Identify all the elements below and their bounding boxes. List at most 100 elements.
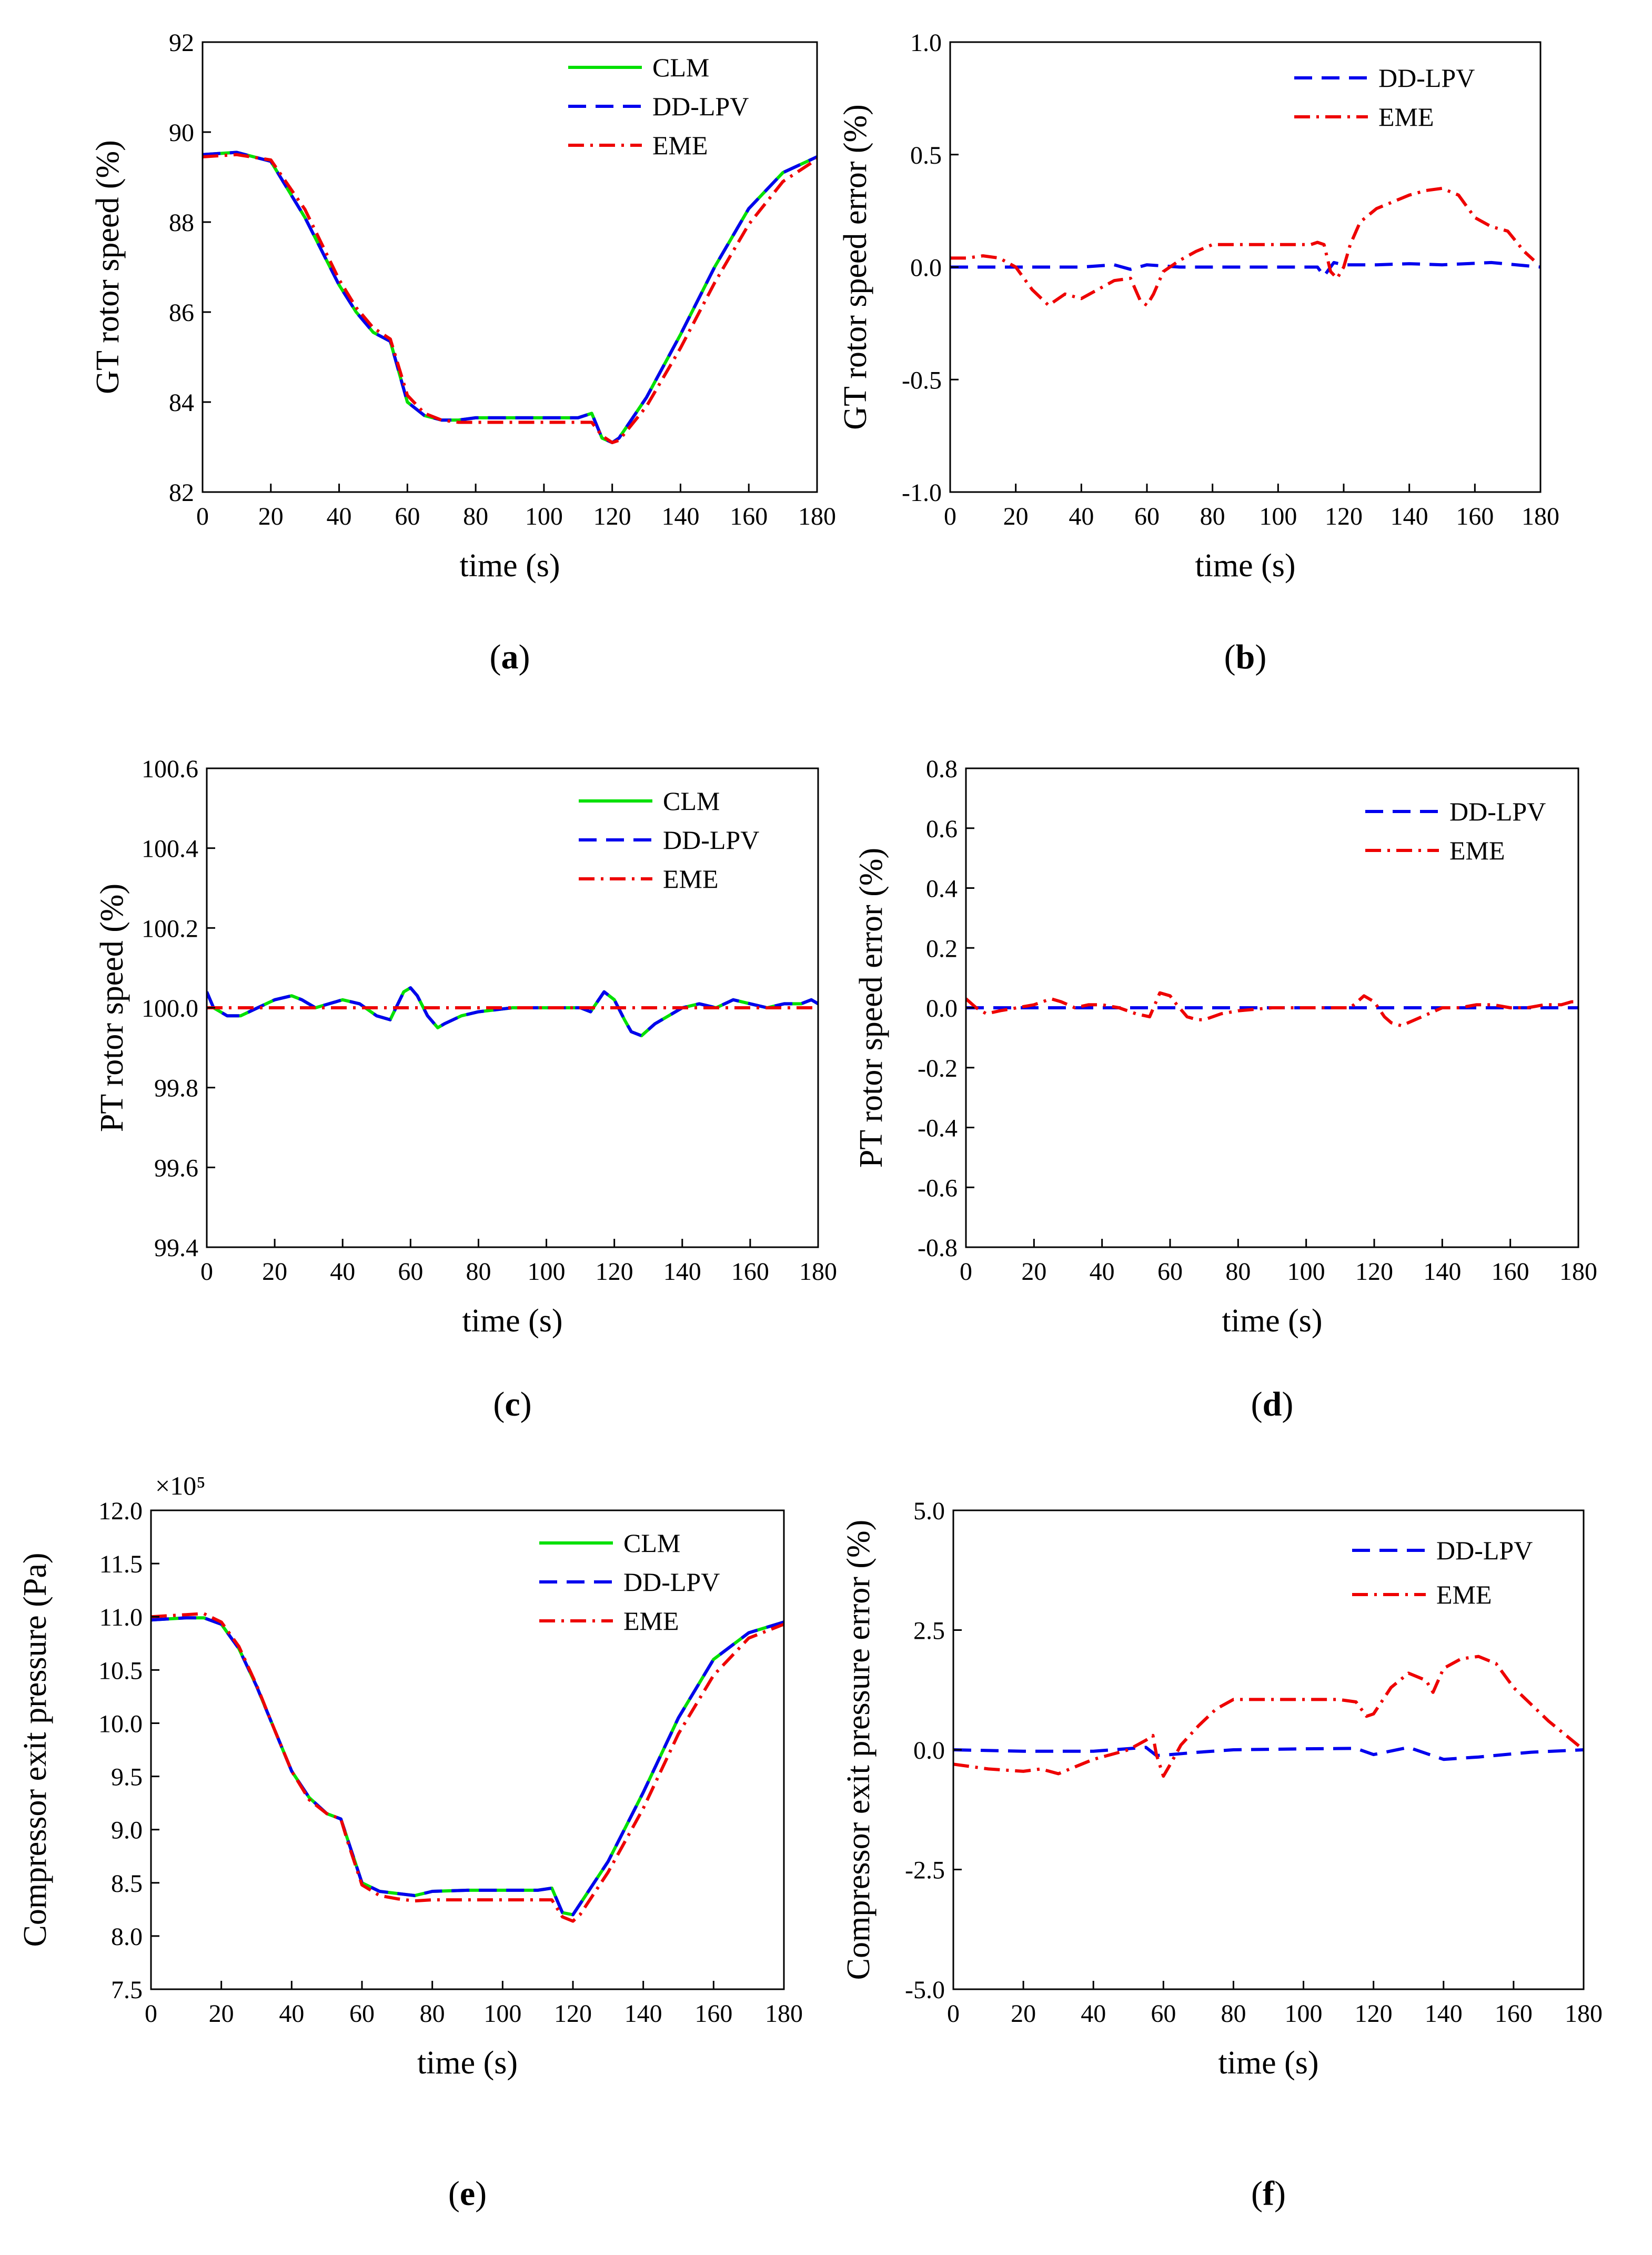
x-tick-label: 0 [200,1258,213,1286]
x-axis-label: time (s) [1222,1303,1322,1339]
x-tick-label: 100 [1259,503,1297,530]
series-line-clm [207,986,818,1038]
x-tick-label: 160 [731,1258,769,1286]
x-tick-label: 160 [730,503,768,530]
panel-label: (f) [1251,2174,1286,2213]
y-axis-label: Compressor exit pressure error (%) [841,1520,877,1980]
x-tick-label: 80 [466,1258,491,1286]
legend-label-dd-lpv: DD-LPV [1378,63,1475,93]
y-tick-label: -0.8 [918,1234,958,1262]
x-tick-label: 80 [420,2000,445,2028]
x-tick-label: 180 [1522,503,1559,530]
y-tick-label: -0.5 [902,366,942,394]
x-tick-label: 80 [1221,2000,1246,2028]
x-tick-label: 40 [1081,2000,1106,2028]
x-tick-label: 100 [528,1258,566,1286]
chart-panel-d: 0 20 40 60 80 100 120 140 160 180 -0.8 -0.6 -0.4 -0.2… [853,755,1597,1424]
panel-label: (c) [493,1385,531,1424]
y-tick-label: 7.5 [111,1976,143,2004]
x-tick-label: 20 [1011,2000,1036,2028]
y-tick-label: 1.0 [910,29,942,57]
series-line-clm [203,151,817,444]
x-tick-label: 180 [798,503,836,530]
y-tick-label: 10.0 [98,1710,143,1738]
y-tick-label: 100.0 [142,995,198,1023]
legend-label-eme: EME [1378,102,1434,132]
y-tick-label: 86 [169,299,194,327]
x-tick-label: 120 [1355,2000,1393,2028]
x-axis-label: time (s) [1218,2045,1318,2081]
legend-label-eme: EME [623,1606,679,1636]
y-tick-label: -0.4 [918,1115,958,1142]
y-tick-label: 84 [169,389,194,417]
x-tick-label: 180 [765,2000,803,2028]
y-tick-label: 88 [169,209,194,237]
x-axis-label: time (s) [462,1303,562,1339]
y-axis-label: PT rotor speed error (%) [853,848,889,1168]
x-tick-label: 140 [1391,503,1428,530]
y-tick-label: 5.0 [913,1497,945,1525]
x-tick-label: 0 [145,2000,157,2028]
y-tick-label: -5.0 [905,1976,945,2004]
legend-label-eme: EME [1449,836,1505,865]
y-tick-label: -0.2 [918,1055,958,1083]
chart-panel-c: 0 20 40 60 80 100 120 140 160 180 99.4 99.6 99.8 100.… [94,755,837,1424]
x-tick-label: 0 [947,2000,960,2028]
y-tick-label: 12.0 [98,1497,143,1525]
x-tick-label: 80 [1225,1258,1251,1286]
y-tick-label: 10.5 [98,1657,143,1685]
plot-frame [150,1509,785,1990]
series-line-dd-lpv [151,1616,784,1917]
legend-label-dd-lpv: DD-LPV [663,825,759,855]
x-tick-label: 20 [262,1258,287,1286]
legend-label-eme: EME [652,131,708,160]
y-tick-label: 92 [169,29,194,57]
x-tick-label: 180 [1565,2000,1603,2028]
y-tick-label: 100.6 [142,755,198,783]
x-tick-label: 40 [327,503,352,530]
x-tick-label: 60 [395,503,420,530]
x-tick-label: 120 [1325,503,1363,530]
x-tick-label: 140 [661,503,699,530]
x-tick-label: 0 [960,1258,972,1286]
y-tick-label: -2.5 [905,1857,945,1885]
series-line-eme [151,1612,784,1923]
x-tick-label: 20 [1003,503,1029,530]
y-tick-label: 0.0 [910,254,942,282]
x-tick-label: 40 [1069,503,1094,530]
x-tick-label: 60 [1134,503,1160,530]
y-tick-label: 0.0 [913,1737,945,1765]
legend-label-dd-lpv: DD-LPV [1449,797,1546,826]
y-tick-label: 8.5 [111,1870,143,1898]
x-tick-label: 100 [525,503,563,530]
y-tick-label: -0.6 [918,1174,958,1202]
y-tick-label: 0.8 [926,755,958,783]
panel-label: (a) [490,638,530,676]
x-tick-label: 180 [1559,1258,1597,1286]
x-tick-label: 60 [1157,1258,1183,1286]
y-tick-label: -1.0 [902,479,942,507]
x-tick-label: 100 [1287,1258,1325,1286]
x-tick-label: 120 [596,1258,633,1286]
y-tick-label: 9.5 [111,1763,143,1791]
x-tick-label: 80 [1200,503,1225,530]
x-tick-label: 140 [663,1258,701,1286]
x-tick-label: 160 [1456,503,1494,530]
legend-label-eme: EME [663,864,719,894]
x-tick-label: 120 [554,2000,592,2028]
y-tick-label: 82 [169,479,194,507]
y-axis-label: GT rotor speed (%) [90,140,126,394]
y-tick-label: 100.4 [142,835,198,863]
x-tick-label: 180 [799,1258,837,1286]
y-multiplier-label: ×10⁵ [155,1471,206,1500]
series-line-dd-lpv [950,260,1540,278]
y-tick-label: 0.4 [926,875,958,903]
x-tick-label: 40 [330,1258,355,1286]
y-tick-label: 2.5 [913,1617,945,1645]
x-axis-label: time (s) [459,548,560,584]
x-tick-label: 40 [1090,1258,1115,1286]
y-tick-label: 0.2 [926,935,958,963]
x-tick-label: 20 [1021,1258,1046,1286]
x-tick-label: 140 [1425,2000,1463,2028]
